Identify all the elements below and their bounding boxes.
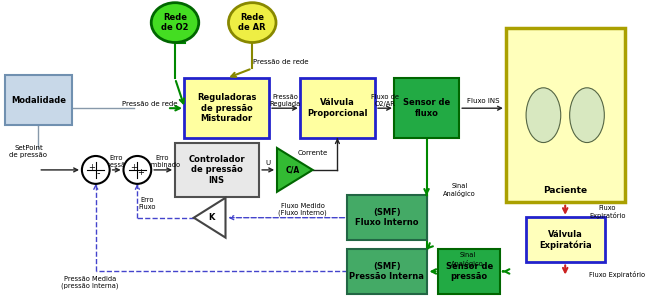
Text: Rede
de AR: Rede de AR — [238, 13, 266, 32]
FancyBboxPatch shape — [438, 249, 500, 294]
Text: Modalidade: Modalidade — [11, 96, 66, 105]
Ellipse shape — [526, 88, 561, 143]
Circle shape — [82, 156, 110, 184]
FancyBboxPatch shape — [184, 78, 269, 138]
Text: Pressão
Regulada: Pressão Regulada — [269, 94, 300, 107]
Text: Sinal
Analógico: Sinal Analógico — [451, 252, 484, 267]
Text: Fluxo Expiratório: Fluxo Expiratório — [589, 271, 645, 278]
Polygon shape — [277, 148, 313, 192]
Ellipse shape — [570, 88, 605, 143]
Text: SetPoint
de pressão: SetPoint de pressão — [9, 145, 48, 158]
Text: Erro
combinado: Erro combinado — [144, 156, 181, 169]
Ellipse shape — [228, 3, 276, 43]
Text: U: U — [265, 160, 271, 166]
Text: Sensor de
pressão: Sensor de pressão — [446, 262, 493, 281]
Text: (SMF)
Pressão Interna: (SMF) Pressão Interna — [350, 262, 424, 281]
Text: Fluxo INS: Fluxo INS — [467, 98, 499, 104]
Text: Sinal
Analógico: Sinal Analógico — [444, 183, 476, 197]
Text: Fluxo de
O2/AR: Fluxo de O2/AR — [371, 94, 399, 107]
Text: Rede
de O2: Rede de O2 — [161, 13, 189, 32]
Text: Corrente: Corrente — [298, 150, 328, 156]
Text: Controlador
de pressão
INS: Controlador de pressão INS — [188, 155, 245, 185]
Polygon shape — [194, 198, 226, 238]
Text: Erro
pressão: Erro pressão — [104, 156, 130, 169]
Text: Pressão Medida
(pressão Interna): Pressão Medida (pressão Interna) — [61, 276, 119, 289]
Text: Pressão de rede: Pressão de rede — [253, 59, 309, 66]
FancyBboxPatch shape — [395, 78, 459, 138]
Text: -: - — [97, 168, 100, 178]
Ellipse shape — [151, 3, 199, 43]
Text: Válvula
Proporcional: Válvula Proporcional — [307, 98, 368, 118]
Text: Erro
Fluxo: Erro Fluxo — [139, 197, 156, 210]
Text: (SMF)
Fluxo Interno: (SMF) Fluxo Interno — [355, 208, 418, 227]
FancyBboxPatch shape — [300, 78, 375, 138]
Text: +: + — [88, 163, 95, 172]
Circle shape — [123, 156, 151, 184]
Text: Pressão de rede: Pressão de rede — [121, 101, 177, 107]
Text: Paciente: Paciente — [543, 186, 587, 195]
Text: +: + — [137, 168, 144, 177]
Text: Reguladoras
de pressão
Misturador: Reguladoras de pressão Misturador — [197, 93, 256, 123]
Text: Válvula
Expiratória: Válvula Expiratória — [539, 230, 591, 249]
Text: Fluxo
Expiratório: Fluxo Expiratório — [589, 205, 626, 219]
FancyBboxPatch shape — [525, 217, 605, 262]
FancyBboxPatch shape — [174, 143, 259, 197]
FancyBboxPatch shape — [347, 249, 426, 294]
FancyBboxPatch shape — [347, 195, 426, 240]
Text: Fluxo Medido
(Fluxo Interno): Fluxo Medido (Fluxo Interno) — [279, 203, 327, 217]
Text: +: + — [130, 163, 137, 172]
FancyBboxPatch shape — [5, 76, 72, 125]
FancyBboxPatch shape — [506, 28, 624, 202]
Text: Sensor de
fluxo: Sensor de fluxo — [403, 98, 450, 118]
Text: C/A: C/A — [286, 165, 300, 175]
Text: K: K — [208, 213, 214, 222]
